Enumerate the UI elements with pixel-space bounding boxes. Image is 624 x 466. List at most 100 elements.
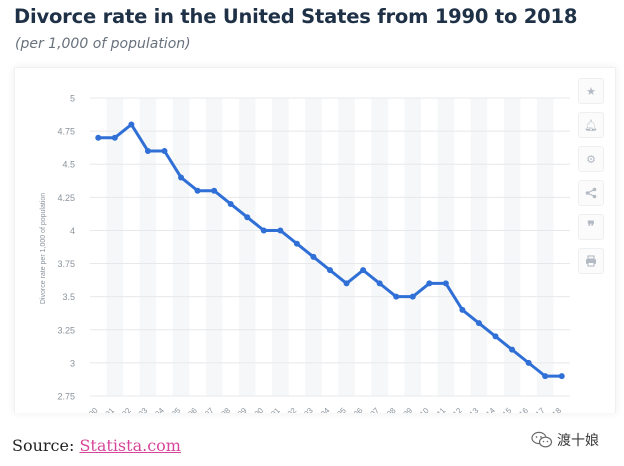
- data-point: [178, 174, 185, 181]
- column-band: [172, 98, 190, 396]
- x-tick-label: '00: [251, 406, 265, 413]
- y-axis-label: Divorce rate per 1,000 of population: [40, 193, 47, 304]
- x-tick-label: '95: [169, 406, 183, 413]
- x-tick-label: '01: [268, 406, 282, 413]
- column-band: [437, 98, 455, 396]
- column-band: [404, 98, 422, 396]
- gear-icon: ⚙: [586, 152, 596, 166]
- x-tick-label: '90: [86, 406, 100, 413]
- data-point: [376, 280, 383, 287]
- data-point: [244, 214, 251, 221]
- data-point: [459, 306, 466, 313]
- data-point: [475, 320, 482, 327]
- y-tick-label: 5: [70, 94, 75, 104]
- y-tick-label: 3.25: [57, 325, 75, 335]
- y-tick-label: 4.25: [57, 193, 75, 203]
- source-link[interactable]: Statista.com: [79, 436, 181, 455]
- line-chart: 5 4.75 4.5 4.25 4 3.75 3.5 3.25 3 2.75 Divorce rat…: [40, 94, 570, 413]
- data-point: [509, 346, 516, 353]
- wechat-icon: [531, 431, 553, 448]
- x-tick-label: '92: [119, 406, 133, 413]
- x-tick-label: '98: [218, 406, 232, 413]
- column-band: [238, 98, 256, 396]
- source-line: Source: Statista.com: [12, 436, 181, 455]
- data-point: [111, 134, 118, 141]
- x-tick-label: '97: [202, 406, 216, 413]
- column-band: [106, 98, 124, 396]
- x-tick-label: '10: [417, 406, 431, 413]
- watermark: 渡十娘: [531, 430, 599, 450]
- x-tick-label: '16: [516, 406, 530, 413]
- x-tick-label: '91: [102, 406, 116, 413]
- x-tick-label: '94: [152, 406, 166, 413]
- series-line: [96, 122, 564, 378]
- column-band: [338, 98, 355, 396]
- x-tick-label: '05: [334, 406, 348, 413]
- column-band: [371, 98, 388, 396]
- notification-button[interactable]: 🔔︎: [578, 112, 604, 138]
- data-point: [343, 280, 350, 287]
- column-band: [305, 98, 322, 396]
- x-tick-label: '09: [400, 406, 414, 413]
- chart-toolbar: ★ 🔔︎ ⚙ ❞: [578, 78, 604, 282]
- x-tick-label: '08: [384, 406, 398, 413]
- data-point: [260, 227, 267, 234]
- page-title: Divorce rate in the United States from 1…: [14, 5, 578, 28]
- column-band: [139, 98, 157, 396]
- chart-card: 5 4.75 4.5 4.25 4 3.75 3.5 3.25 3 2.75 Divorce rat…: [14, 67, 616, 413]
- page-subtitle: (per 1,000 of population): [15, 36, 191, 52]
- y-tick-label: 2.75: [57, 392, 75, 402]
- x-tick-label: '93: [136, 406, 150, 413]
- data-point: [409, 293, 416, 300]
- data-point: [161, 147, 168, 154]
- star-icon: ★: [586, 84, 596, 98]
- data-point: [442, 280, 449, 287]
- favorite-button[interactable]: ★: [578, 78, 604, 104]
- data-point: [128, 121, 135, 128]
- cite-button[interactable]: ❞: [578, 214, 604, 240]
- x-tick-label: '17: [533, 406, 547, 413]
- data-point: [144, 147, 151, 154]
- data-point: [426, 280, 433, 287]
- x-tick-label: '18: [549, 406, 563, 413]
- x-tick-label: '96: [185, 406, 199, 413]
- data-point: [194, 187, 201, 194]
- quote-icon: ❞: [587, 219, 595, 235]
- data-point: [227, 200, 234, 207]
- column-band: [205, 98, 223, 396]
- data-point: [277, 227, 284, 234]
- data-point: [211, 187, 218, 194]
- data-point: [492, 333, 499, 340]
- x-tick-label: '06: [351, 406, 365, 413]
- data-point: [558, 373, 565, 380]
- data-point: [393, 293, 400, 300]
- x-tick-label: '03: [301, 406, 315, 413]
- share-button[interactable]: [578, 180, 604, 206]
- column-band: [503, 98, 521, 396]
- column-band: [536, 98, 554, 396]
- y-tick-label: 4.5: [62, 160, 75, 170]
- bell-icon: 🔔︎: [584, 118, 598, 132]
- data-point: [327, 267, 333, 274]
- data-point: [310, 253, 317, 260]
- x-tick-label: '15: [500, 406, 514, 413]
- x-tick-label: '12: [450, 406, 464, 413]
- print-button[interactable]: [578, 248, 604, 274]
- x-tick-label: '14: [483, 406, 497, 413]
- y-tick-label: 3.75: [57, 259, 75, 269]
- x-tick-label: '11: [434, 406, 448, 413]
- y-tick-label: 4: [70, 226, 75, 236]
- settings-button[interactable]: ⚙: [578, 146, 604, 172]
- share-icon: [585, 187, 597, 199]
- data-point: [525, 359, 532, 366]
- column-band: [470, 98, 488, 396]
- column-band: [272, 98, 289, 396]
- x-tick-label: '04: [318, 406, 332, 413]
- y-tick-label: 4.75: [57, 127, 75, 137]
- source-label: Source:: [12, 436, 80, 455]
- x-tick-label: '07: [367, 406, 381, 413]
- x-tick-label: '99: [235, 406, 249, 413]
- data-point: [360, 267, 367, 274]
- x-tick-label: '13: [467, 406, 481, 413]
- y-tick-label: 3: [70, 358, 75, 368]
